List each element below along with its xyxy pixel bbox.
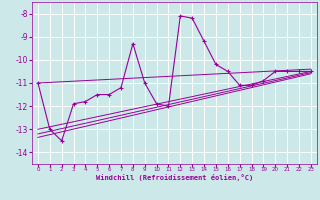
X-axis label: Windchill (Refroidissement éolien,°C): Windchill (Refroidissement éolien,°C) [96, 174, 253, 181]
